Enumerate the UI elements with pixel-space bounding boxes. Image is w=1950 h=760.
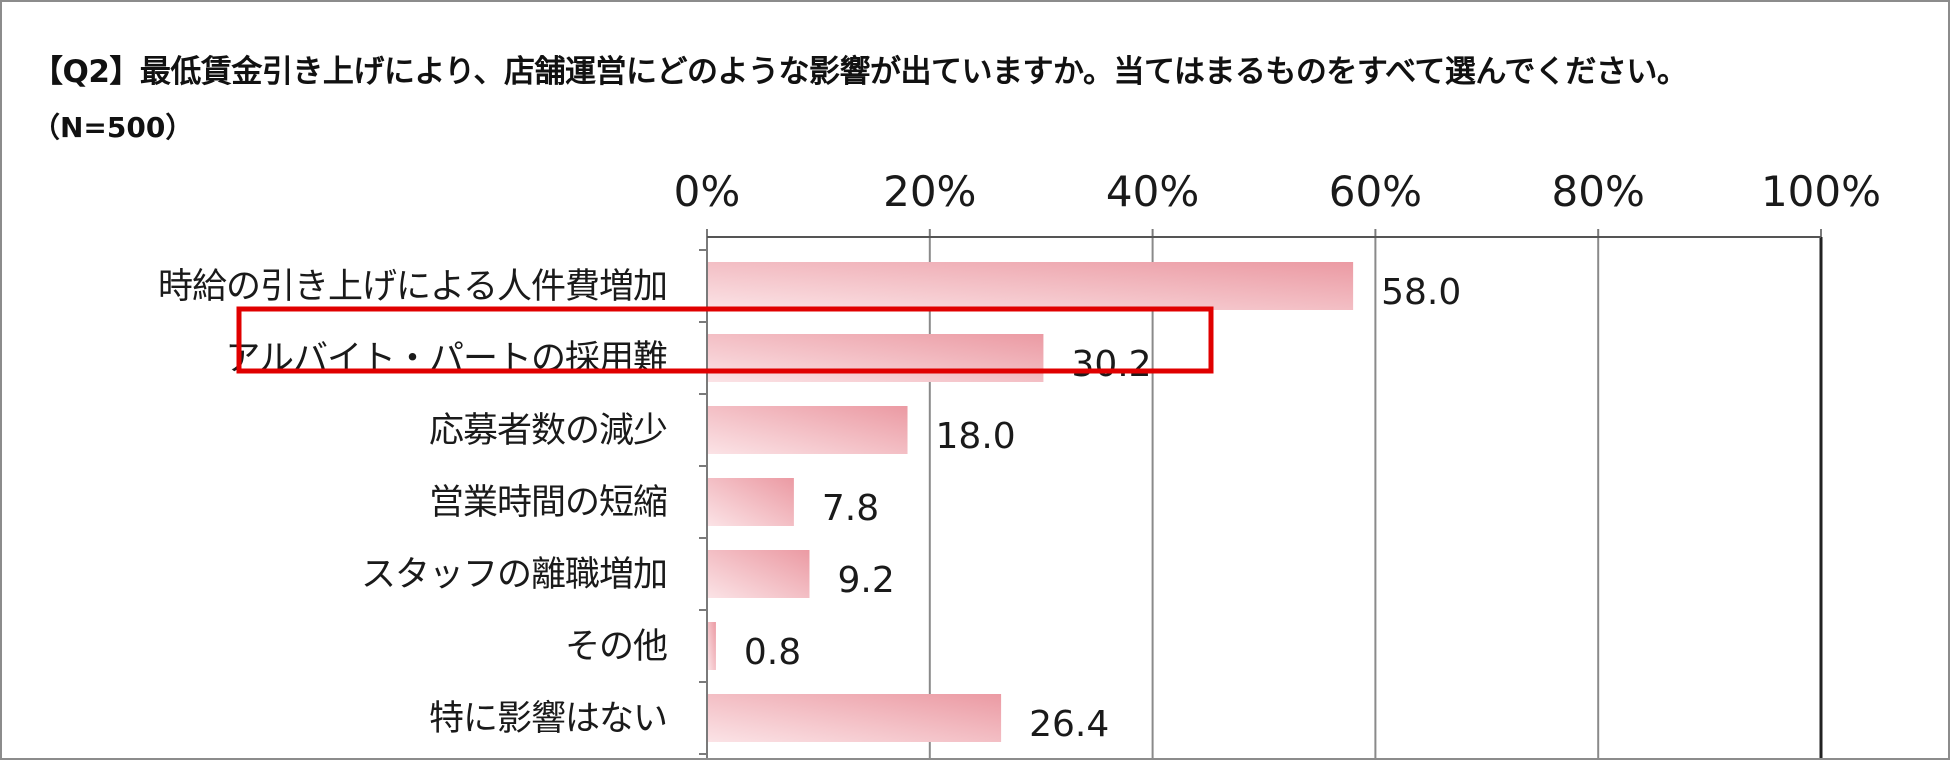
value-label: 58.0 — [1381, 272, 1461, 313]
category-label: 時給の引き上げによる人件費増加 — [158, 267, 667, 307]
bar — [708, 550, 810, 598]
bars — [708, 262, 1354, 742]
bar — [708, 478, 794, 526]
bar — [708, 694, 1002, 742]
x-tick-label: 60% — [1329, 167, 1422, 216]
value-label: 18.0 — [936, 416, 1016, 457]
bar — [708, 262, 1354, 310]
category-label: 営業時間の短縮 — [429, 483, 667, 523]
x-tick-label: 0% — [674, 167, 741, 216]
gridlines — [699, 229, 1823, 758]
category-label: その他 — [565, 627, 667, 667]
x-tick-label: 100% — [1761, 167, 1881, 216]
value-labels: 58.0 30.2 18.0 7.8 9.2 0.8 26.4 — [744, 272, 1461, 745]
value-label: 0.8 — [744, 632, 801, 673]
category-labels: 時給の引き上げによる人件費増加アルバイト・パートの採用難応募者数の減少営業時間の… — [158, 267, 668, 739]
x-axis-ticks: 0% 20% 40% 60% 80% 100% — [674, 167, 1881, 216]
category-label: スタッフの離職増加 — [361, 555, 667, 595]
value-label: 7.8 — [822, 488, 879, 529]
x-tick-label: 20% — [883, 167, 976, 216]
value-label: 30.2 — [1071, 344, 1151, 385]
chart-title: 【Q2】最低賃金引き上げにより、店舗運営にどのような影響が出ていますか。当てはま… — [32, 54, 1688, 90]
category-label: 特に影響はない — [429, 699, 667, 739]
category-label: 応募者数の減少 — [429, 411, 667, 451]
highlight-box — [236, 306, 1214, 374]
highlight-layer — [236, 306, 1214, 374]
value-label: 26.4 — [1029, 704, 1109, 745]
bar — [708, 406, 908, 454]
chart-subtitle: （N=500） — [32, 111, 194, 144]
x-tick-label: 40% — [1106, 167, 1199, 216]
value-label: 9.2 — [837, 560, 894, 601]
bar — [708, 334, 1044, 382]
bar — [708, 622, 716, 670]
x-tick-label: 80% — [1552, 167, 1645, 216]
